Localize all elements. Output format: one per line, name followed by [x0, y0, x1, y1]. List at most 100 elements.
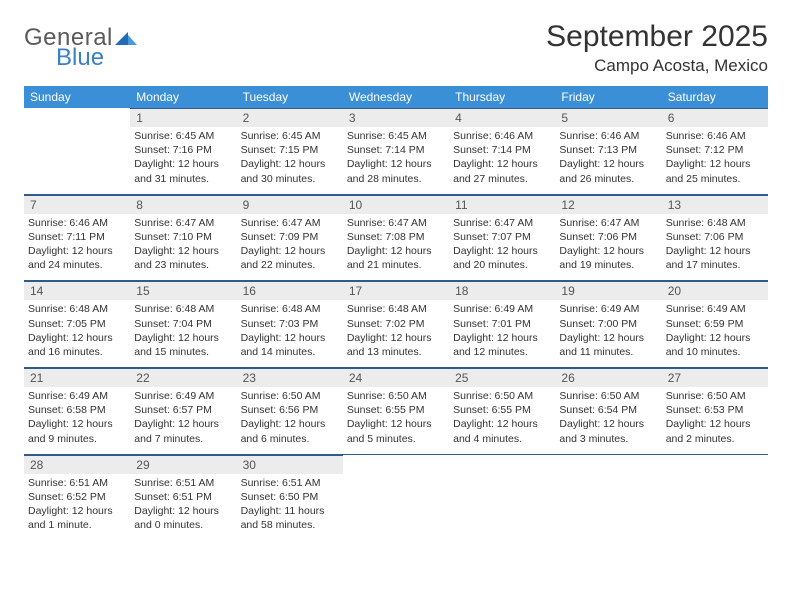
day-cell: 17Sunrise: 6:48 AMSunset: 7:02 PMDayligh… — [343, 281, 449, 368]
day-number: 26 — [555, 368, 661, 387]
day-details: Sunrise: 6:47 AMSunset: 7:08 PMDaylight:… — [343, 214, 449, 281]
day-details: Sunrise: 6:49 AMSunset: 7:01 PMDaylight:… — [449, 300, 555, 367]
day-details: Sunrise: 6:49 AMSunset: 6:59 PMDaylight:… — [662, 300, 768, 367]
day-details: Sunrise: 6:49 AMSunset: 6:57 PMDaylight:… — [130, 387, 236, 454]
day-cell: 7Sunrise: 6:46 AMSunset: 7:11 PMDaylight… — [24, 194, 130, 281]
dayheader-sun: Sunday — [24, 86, 130, 108]
day-details: Sunrise: 6:47 AMSunset: 7:09 PMDaylight:… — [237, 214, 343, 281]
day-details: Sunrise: 6:47 AMSunset: 7:07 PMDaylight:… — [449, 214, 555, 281]
page-title: September 2025 — [546, 20, 768, 54]
day-details: Sunrise: 6:46 AMSunset: 7:12 PMDaylight:… — [662, 127, 768, 194]
day-details: Sunrise: 6:45 AMSunset: 7:15 PMDaylight:… — [237, 127, 343, 194]
day-cell: 14Sunrise: 6:48 AMSunset: 7:05 PMDayligh… — [24, 281, 130, 368]
dayheader-fri: Friday — [555, 86, 661, 108]
day-cell: 15Sunrise: 6:48 AMSunset: 7:04 PMDayligh… — [130, 281, 236, 368]
week-row: 21Sunrise: 6:49 AMSunset: 6:58 PMDayligh… — [24, 368, 768, 455]
day-details: Sunrise: 6:48 AMSunset: 7:06 PMDaylight:… — [662, 214, 768, 281]
day-cell: 18Sunrise: 6:49 AMSunset: 7:01 PMDayligh… — [449, 281, 555, 368]
day-details: Sunrise: 6:48 AMSunset: 7:05 PMDaylight:… — [24, 300, 130, 367]
day-details: Sunrise: 6:45 AMSunset: 7:16 PMDaylight:… — [130, 127, 236, 194]
day-number: 14 — [24, 281, 130, 300]
day-cell: 10Sunrise: 6:47 AMSunset: 7:08 PMDayligh… — [343, 194, 449, 281]
dayheader-thu: Thursday — [449, 86, 555, 108]
day-number: 13 — [662, 195, 768, 214]
day-details: Sunrise: 6:46 AMSunset: 7:14 PMDaylight:… — [449, 127, 555, 194]
day-cell: 13Sunrise: 6:48 AMSunset: 7:06 PMDayligh… — [662, 194, 768, 281]
day-number: 15 — [130, 281, 236, 300]
dayheader-mon: Monday — [130, 86, 236, 108]
day-cell: 21Sunrise: 6:49 AMSunset: 6:58 PMDayligh… — [24, 368, 130, 455]
day-number: 29 — [130, 455, 236, 474]
day-cell: 2Sunrise: 6:45 AMSunset: 7:15 PMDaylight… — [237, 108, 343, 194]
day-number: 20 — [662, 281, 768, 300]
day-cell: 27Sunrise: 6:50 AMSunset: 6:53 PMDayligh… — [662, 368, 768, 455]
dayheader-wed: Wednesday — [343, 86, 449, 108]
day-details: Sunrise: 6:50 AMSunset: 6:54 PMDaylight:… — [555, 387, 661, 454]
day-cell: . — [449, 454, 555, 540]
day-header-row: Sunday Monday Tuesday Wednesday Thursday… — [24, 86, 768, 108]
day-number: 23 — [237, 368, 343, 387]
day-details: Sunrise: 6:47 AMSunset: 7:10 PMDaylight:… — [130, 214, 236, 281]
brand-word2: Blue — [56, 46, 137, 70]
day-cell: 25Sunrise: 6:50 AMSunset: 6:55 PMDayligh… — [449, 368, 555, 455]
day-cell: 11Sunrise: 6:47 AMSunset: 7:07 PMDayligh… — [449, 194, 555, 281]
day-details: Sunrise: 6:50 AMSunset: 6:55 PMDaylight:… — [449, 387, 555, 454]
day-number: 27 — [662, 368, 768, 387]
day-cell: 8Sunrise: 6:47 AMSunset: 7:10 PMDaylight… — [130, 194, 236, 281]
day-cell: . — [662, 454, 768, 540]
week-row: 28Sunrise: 6:51 AMSunset: 6:52 PMDayligh… — [24, 454, 768, 540]
day-cell: 29Sunrise: 6:51 AMSunset: 6:51 PMDayligh… — [130, 454, 236, 540]
day-details: Sunrise: 6:49 AMSunset: 7:00 PMDaylight:… — [555, 300, 661, 367]
day-number: 24 — [343, 368, 449, 387]
day-details: Sunrise: 6:51 AMSunset: 6:51 PMDaylight:… — [130, 474, 236, 541]
day-cell: 30Sunrise: 6:51 AMSunset: 6:50 PMDayligh… — [237, 454, 343, 540]
day-details: Sunrise: 6:48 AMSunset: 7:02 PMDaylight:… — [343, 300, 449, 367]
day-cell: 4Sunrise: 6:46 AMSunset: 7:14 PMDaylight… — [449, 108, 555, 194]
day-details: Sunrise: 6:47 AMSunset: 7:06 PMDaylight:… — [555, 214, 661, 281]
day-number: 6 — [662, 108, 768, 127]
day-number: 19 — [555, 281, 661, 300]
calendar-table: Sunday Monday Tuesday Wednesday Thursday… — [24, 86, 768, 540]
day-cell: 28Sunrise: 6:51 AMSunset: 6:52 PMDayligh… — [24, 454, 130, 540]
brand-logo: General Blue — [24, 20, 137, 70]
day-number: 4 — [449, 108, 555, 127]
day-cell: . — [343, 454, 449, 540]
day-number: 1 — [130, 108, 236, 127]
day-number: 18 — [449, 281, 555, 300]
day-number: 28 — [24, 455, 130, 474]
day-number: 30 — [237, 455, 343, 474]
day-number: 21 — [24, 368, 130, 387]
day-number: 12 — [555, 195, 661, 214]
day-cell: 26Sunrise: 6:50 AMSunset: 6:54 PMDayligh… — [555, 368, 661, 455]
day-cell: 20Sunrise: 6:49 AMSunset: 6:59 PMDayligh… — [662, 281, 768, 368]
location-text: Campo Acosta, Mexico — [546, 56, 768, 76]
day-number: 9 — [237, 195, 343, 214]
day-cell: 12Sunrise: 6:47 AMSunset: 7:06 PMDayligh… — [555, 194, 661, 281]
title-block: September 2025 Campo Acosta, Mexico — [546, 20, 768, 76]
day-details: Sunrise: 6:51 AMSunset: 6:50 PMDaylight:… — [237, 474, 343, 541]
day-number: 16 — [237, 281, 343, 300]
day-number: 2 — [237, 108, 343, 127]
day-details: Sunrise: 6:45 AMSunset: 7:14 PMDaylight:… — [343, 127, 449, 194]
day-cell: 24Sunrise: 6:50 AMSunset: 6:55 PMDayligh… — [343, 368, 449, 455]
day-number: 22 — [130, 368, 236, 387]
day-cell: 6Sunrise: 6:46 AMSunset: 7:12 PMDaylight… — [662, 108, 768, 194]
day-details: Sunrise: 6:49 AMSunset: 6:58 PMDaylight:… — [24, 387, 130, 454]
day-details: Sunrise: 6:50 AMSunset: 6:55 PMDaylight:… — [343, 387, 449, 454]
day-number: 8 — [130, 195, 236, 214]
day-cell: 1Sunrise: 6:45 AMSunset: 7:16 PMDaylight… — [130, 108, 236, 194]
day-number: 17 — [343, 281, 449, 300]
day-cell: 22Sunrise: 6:49 AMSunset: 6:57 PMDayligh… — [130, 368, 236, 455]
day-cell: 9Sunrise: 6:47 AMSunset: 7:09 PMDaylight… — [237, 194, 343, 281]
dayheader-sat: Saturday — [662, 86, 768, 108]
day-cell: . — [24, 108, 130, 194]
day-number: 7 — [24, 195, 130, 214]
day-cell: 5Sunrise: 6:46 AMSunset: 7:13 PMDaylight… — [555, 108, 661, 194]
day-details: Sunrise: 6:50 AMSunset: 6:56 PMDaylight:… — [237, 387, 343, 454]
day-number: 10 — [343, 195, 449, 214]
day-details: Sunrise: 6:46 AMSunset: 7:13 PMDaylight:… — [555, 127, 661, 194]
day-details: Sunrise: 6:48 AMSunset: 7:03 PMDaylight:… — [237, 300, 343, 367]
day-details: Sunrise: 6:48 AMSunset: 7:04 PMDaylight:… — [130, 300, 236, 367]
day-number: 5 — [555, 108, 661, 127]
day-cell: . — [555, 454, 661, 540]
